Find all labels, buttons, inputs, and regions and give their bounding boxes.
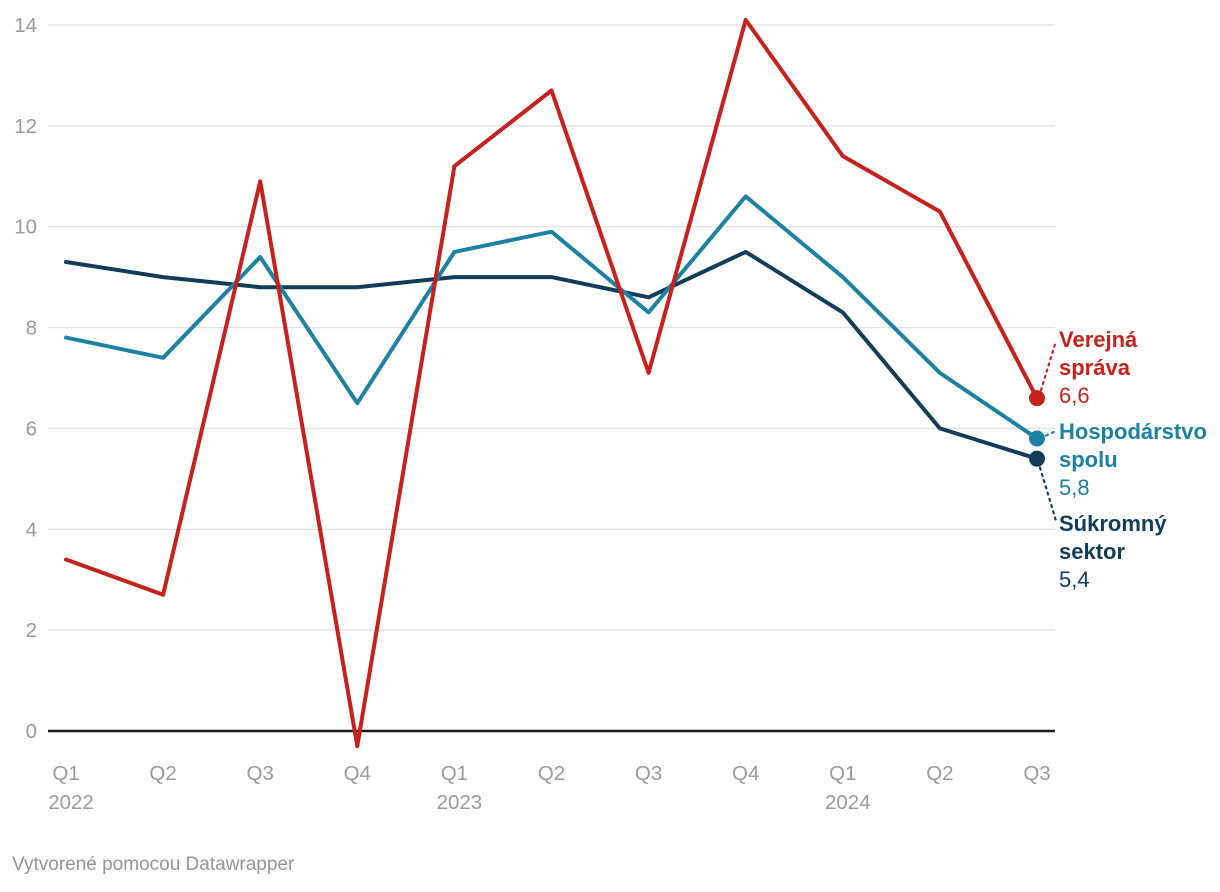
end-label-line: správa bbox=[1059, 355, 1130, 380]
end-label-sukromny-sektor: Súkromný sektor 5,4 bbox=[1059, 510, 1167, 594]
leader-line-2 bbox=[1038, 466, 1058, 523]
x-tick-label: Q1 bbox=[829, 762, 856, 785]
leader-line-0 bbox=[1039, 339, 1058, 392]
y-tick-label: 0 bbox=[26, 720, 37, 743]
x-tick-label: Q1 bbox=[52, 762, 79, 785]
x-tick-label: Q4 bbox=[732, 762, 759, 785]
x-tick-year-label: 2022 bbox=[48, 791, 94, 814]
series-line-hospod-rstvo-spolu bbox=[64, 194, 1039, 441]
end-label-value: 5,4 bbox=[1059, 567, 1090, 592]
y-tick-label: 4 bbox=[26, 518, 37, 541]
x-tick-year-label: 2024 bbox=[825, 791, 871, 814]
x-tick-label: Q3 bbox=[1023, 762, 1050, 785]
leader-line-1 bbox=[1044, 429, 1058, 437]
x-tick-label: Q1 bbox=[441, 762, 468, 785]
series-line-s-kromn-sektor bbox=[64, 249, 1039, 461]
y-tick-label: 6 bbox=[26, 417, 37, 440]
x-tick-label: Q2 bbox=[149, 762, 176, 785]
y-tick-label: 12 bbox=[14, 115, 37, 138]
x-tick-year-label: 2023 bbox=[437, 791, 483, 814]
x-tick-label: Q2 bbox=[538, 762, 565, 785]
end-label-line: Súkromný bbox=[1059, 511, 1167, 536]
end-label-verejna-sprava: Verejná správa 6,6 bbox=[1059, 326, 1137, 410]
series-end-dot-hospod-rstvo-spolu bbox=[1029, 430, 1045, 447]
end-label-value: 6,6 bbox=[1059, 383, 1090, 408]
series-end-dot-s-kromn-sektor bbox=[1029, 450, 1045, 467]
y-tick-label: 8 bbox=[26, 317, 37, 340]
x-tick-label: Q3 bbox=[247, 762, 274, 785]
datawrapper-attribution[interactable]: Vytvorené pomocou Datawrapper bbox=[12, 854, 295, 875]
x-tick-label: Q4 bbox=[344, 762, 371, 785]
end-label-line: Hospodárstvo bbox=[1059, 419, 1207, 444]
series-end-dot-verejn-spr-va bbox=[1029, 390, 1045, 407]
y-tick-label: 14 bbox=[14, 14, 37, 37]
x-tick-label: Q3 bbox=[635, 762, 662, 785]
end-label-line: spolu bbox=[1059, 447, 1118, 472]
series-line-verejn-spr-va bbox=[64, 17, 1039, 749]
y-tick-label: 2 bbox=[26, 619, 37, 642]
end-label-line: Verejná bbox=[1059, 327, 1138, 352]
x-tick-label: Q2 bbox=[926, 762, 953, 785]
end-label-hospodarstvo-spolu: Hospodárstvo spolu 5,8 bbox=[1059, 418, 1207, 502]
end-label-line: sektor bbox=[1059, 539, 1126, 564]
end-label-value: 5,8 bbox=[1059, 475, 1090, 500]
y-tick-label: 10 bbox=[14, 216, 37, 239]
